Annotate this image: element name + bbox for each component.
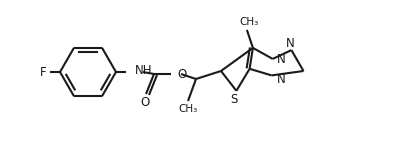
Text: O: O	[140, 96, 150, 108]
Text: O: O	[177, 67, 186, 80]
Text: N: N	[277, 73, 286, 86]
Text: N: N	[277, 53, 286, 66]
Text: S: S	[231, 93, 238, 106]
Text: CH₃: CH₃	[239, 17, 259, 27]
Text: N: N	[286, 37, 295, 50]
Text: CH₃: CH₃	[178, 104, 198, 114]
Text: NH: NH	[135, 65, 152, 77]
Text: F: F	[39, 66, 46, 79]
